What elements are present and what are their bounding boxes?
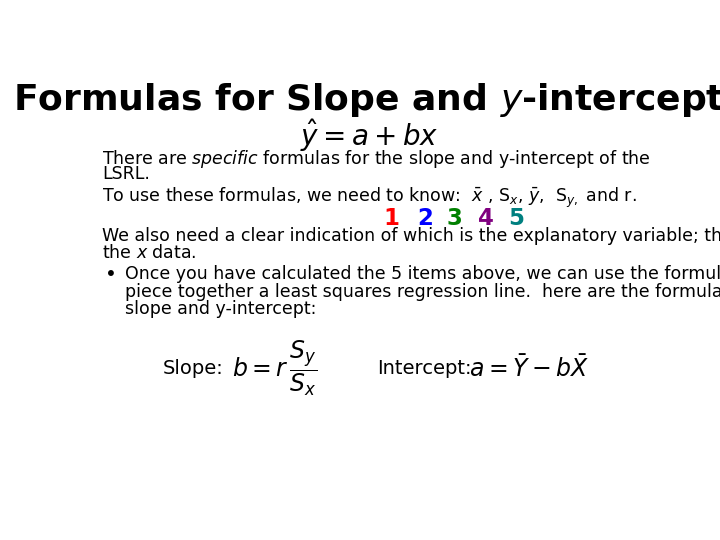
Text: piece together a least squares regression line.  here are the formulas to: piece together a least squares regressio… <box>125 282 720 301</box>
Text: We also need a clear indication of which is the explanatory variable; that will : We also need a clear indication of which… <box>102 227 720 245</box>
Text: Intercept:: Intercept: <box>377 359 472 378</box>
Text: $\hat{y} = a + bx$: $\hat{y} = a + bx$ <box>300 117 438 154</box>
Text: slope and y-intercept:: slope and y-intercept: <box>125 300 316 318</box>
Text: 5: 5 <box>508 207 523 230</box>
Text: •: • <box>105 265 117 284</box>
Text: LSRL.: LSRL. <box>102 165 150 184</box>
Text: 3: 3 <box>446 207 462 230</box>
Text: There are $\it{specific}$ formulas for the slope and y-intercept of the: There are $\it{specific}$ formulas for t… <box>102 148 651 170</box>
Text: Once you have calculated the 5 items above, we can use the formulas to: Once you have calculated the 5 items abo… <box>125 265 720 283</box>
Text: 1: 1 <box>383 207 400 230</box>
Text: 4: 4 <box>478 207 494 230</box>
Text: To use these formulas, we need to know:  $\bar{x}$ , S$_x$, $\bar{y}$,  S$_{y,}$: To use these formulas, we need to know: … <box>102 186 637 211</box>
Text: 2: 2 <box>417 207 433 230</box>
Text: $a = \bar{Y} - b\bar{X}$: $a = \bar{Y} - b\bar{X}$ <box>469 355 590 382</box>
Text: Slope:: Slope: <box>163 359 223 378</box>
Text: Formulas for Slope and $\it{y}$-intercept: Formulas for Slope and $\it{y}$-intercep… <box>13 82 720 119</box>
Text: the $\it{x}$ data.: the $\it{x}$ data. <box>102 245 197 262</box>
Text: $b = r\,\dfrac{S_y}{S_x}$: $b = r\,\dfrac{S_y}{S_x}$ <box>233 339 318 398</box>
